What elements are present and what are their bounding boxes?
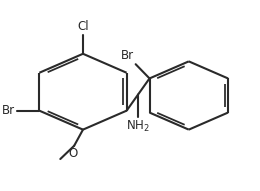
Text: Br: Br: [121, 49, 134, 62]
Text: Br: Br: [2, 104, 15, 117]
Text: O: O: [68, 147, 77, 160]
Text: Cl: Cl: [77, 20, 89, 33]
Text: NH$_2$: NH$_2$: [126, 119, 150, 134]
